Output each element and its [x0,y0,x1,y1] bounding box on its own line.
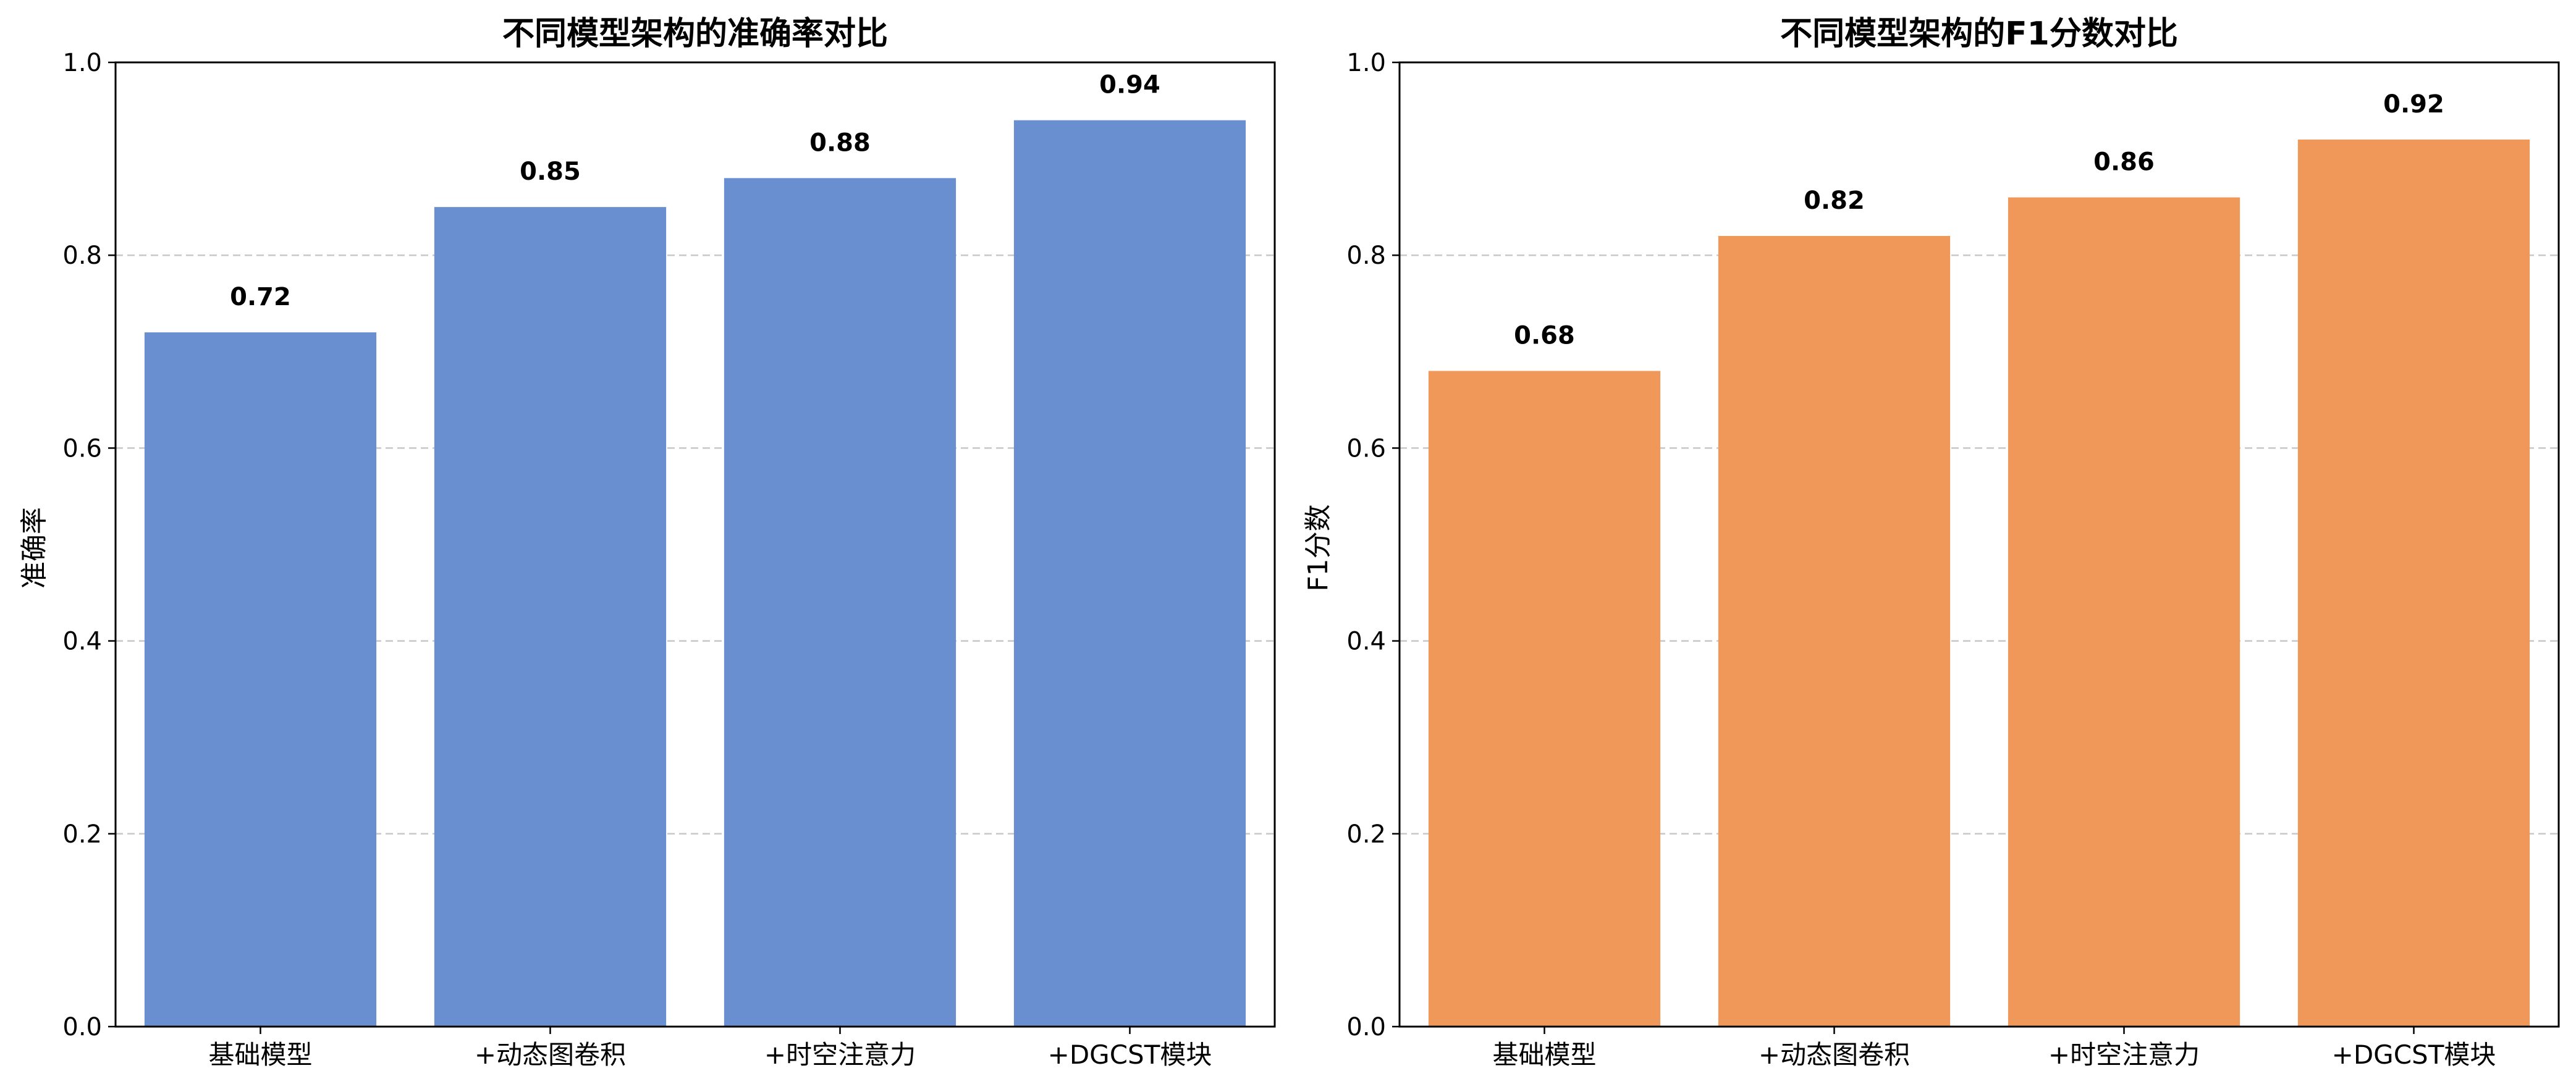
left-bar-4 [1013,120,1246,1027]
right-chart-title: 不同模型架构的F1分数对比 [1780,15,2178,53]
left-y-tick-label: 0.4 [62,628,102,656]
left-chart-title: 不同模型架构的准确率对比 [502,15,888,53]
right-bar-4 [2297,139,2530,1027]
left-x-tick-label: 基础模型 [208,1040,312,1070]
left-plot-area: 0.0 0.2 0.4 0.6 0.8 1.0 0.72 基础模型 0.85 +动态图卷积 0.88… [62,49,1276,1070]
right-x-tick-label: +动态图卷积 [1759,1040,1910,1070]
left-bar-value-label: 0.85 [520,158,581,186]
left-y-tick-label: 0.0 [62,1013,102,1041]
left-bar-2 [434,207,667,1027]
left-chart-ylabel: 准确率 [19,507,50,589]
left-bar-value-label: 0.72 [230,283,291,311]
right-y-tick-label: 0.4 [1346,628,1386,656]
right-bar-value-label: 0.92 [2383,90,2444,119]
right-bar-value-label: 0.86 [2093,148,2155,177]
left-bar-value-label: 0.88 [809,128,871,157]
left-chart: 不同模型架构的准确率对比 准确率 0.0 0.2 0.4 0.6 0.8 1.0 0.72 基… [19,15,1276,1070]
right-y-tick-label: 0.2 [1346,820,1386,849]
right-axes-frame [1398,61,2560,1028]
left-x-tick-label: +DGCST模块 [1048,1040,1212,1070]
right-plot-area: 0.0 0.2 0.4 0.6 0.8 1.0 0.68 基础模型 0.82 +动态图卷积 0.86… [1346,49,2560,1070]
left-y-tick-label: 0.8 [62,242,102,270]
right-y-tick-label: 0.0 [1346,1013,1386,1041]
left-y-tick-label: 0.2 [62,820,102,849]
left-axes-frame [114,61,1276,1028]
left-bar-1 [144,332,377,1027]
right-bar-1 [1428,371,1661,1027]
right-x-tick-label: +DGCST模块 [2332,1040,2496,1070]
right-x-tick-label: +时空注意力 [2048,1040,2200,1070]
right-bar-2 [1718,235,1951,1027]
left-x-tick-label: +时空注意力 [764,1040,916,1070]
right-x-tick-label: 基础模型 [1492,1040,1596,1070]
right-chart: 不同模型架构的F1分数对比 F1分数 0.0 0.2 0.4 0.6 0.8 1.0 0.6… [1303,15,2560,1070]
left-y-tick-label: 1.0 [62,49,102,77]
right-bar-3 [2008,197,2240,1027]
right-y-tick-label: 0.8 [1346,242,1386,270]
right-y-tick-label: 1.0 [1346,49,1386,77]
left-bar-value-label: 0.94 [1099,71,1160,99]
left-bar-3 [724,178,956,1027]
right-bar-value-label: 0.68 [1514,322,1575,350]
right-y-tick-label: 0.6 [1346,434,1386,463]
left-y-tick-label: 0.6 [62,434,102,463]
right-bar-value-label: 0.82 [1804,187,1865,215]
left-x-tick-label: +动态图卷积 [475,1040,626,1070]
right-chart-ylabel: F1分数 [1303,504,1334,591]
